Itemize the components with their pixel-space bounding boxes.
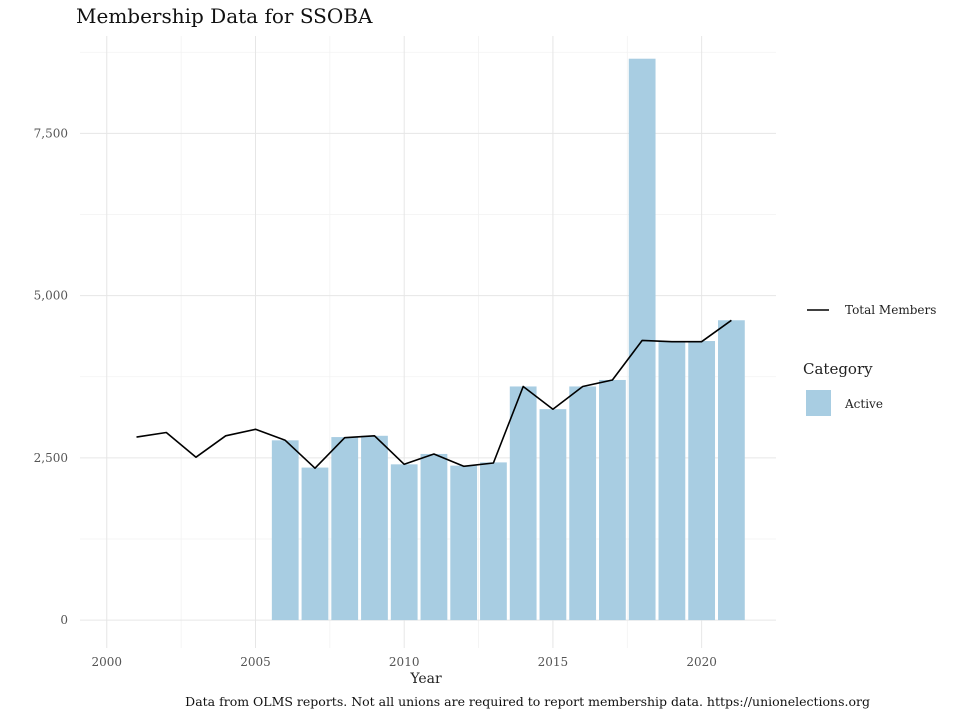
bar xyxy=(539,409,567,621)
legend-active-swatch xyxy=(806,390,831,416)
bar xyxy=(390,464,418,621)
legend-active-label: Active xyxy=(844,397,883,411)
y-tick-label: 0 xyxy=(60,613,68,627)
legend-line-label: Total Members xyxy=(845,303,936,317)
x-tick-label: 2010 xyxy=(389,655,420,669)
x-tick-label: 2015 xyxy=(538,655,569,669)
axis-layer: 2000 2005 2010 2015 2020 0 2,500 5,000 7,500 xyxy=(34,126,717,669)
bar xyxy=(480,462,507,621)
x-tick-label: 2005 xyxy=(240,655,271,669)
bar xyxy=(688,341,716,621)
y-tick-label: 7,500 xyxy=(34,126,68,140)
bar xyxy=(599,379,626,621)
y-tick-label: 5,000 xyxy=(34,289,68,303)
bar xyxy=(301,467,329,621)
bar xyxy=(450,465,478,621)
bar xyxy=(271,440,299,621)
bar xyxy=(331,437,359,621)
bar xyxy=(718,320,745,621)
bar xyxy=(569,386,597,621)
y-tick-label: 2,500 xyxy=(34,451,68,465)
legend: Total Members Category Active xyxy=(803,303,936,416)
bar xyxy=(361,435,388,621)
x-tick-label: 2000 xyxy=(91,655,122,669)
x-tick-label: 2020 xyxy=(686,655,717,669)
bar xyxy=(420,453,448,621)
total-members-line xyxy=(136,319,732,470)
bar-layer xyxy=(271,58,745,621)
chart-title: Membership Data for SSOBA xyxy=(76,4,373,28)
caption: Data from OLMS reports. Not all unions a… xyxy=(185,694,870,709)
bar xyxy=(658,341,686,621)
x-axis-title: Year xyxy=(409,671,442,687)
legend-category-title: Category xyxy=(803,360,873,378)
bar xyxy=(628,58,656,621)
bar xyxy=(509,386,537,621)
line-layer xyxy=(136,319,732,470)
